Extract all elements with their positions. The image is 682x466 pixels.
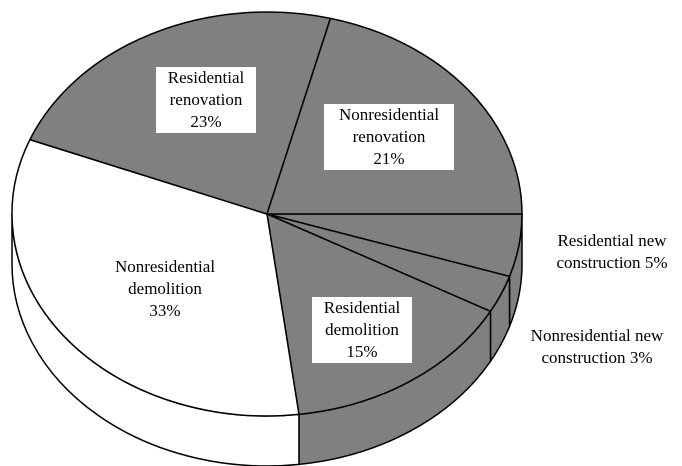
slice-label: Nonresidential demolition 33% <box>100 256 230 322</box>
label-box: Residential demolition 15% <box>312 297 412 363</box>
category-name: Nonresidential demolition <box>114 257 216 298</box>
slice-label: Nonresidential new construction 3% <box>515 325 680 369</box>
label-box: Nonresidential new construction 3% <box>531 326 664 367</box>
slice-label: Nonresidential renovation 21% <box>324 104 454 170</box>
slice-label: Residential new construction 5% <box>532 230 682 274</box>
value-label: 5% <box>644 253 668 272</box>
value-label: 23% <box>190 112 222 131</box>
category-name: Nonresidential renovation <box>338 105 440 146</box>
label-box: Residential new construction 5% <box>557 231 668 272</box>
category-name: Nonresidential new construction <box>530 326 664 367</box>
category-name: Residential demolition <box>323 298 401 339</box>
category-name: Residential new construction <box>556 231 667 272</box>
label-box: Nonresidential demolition 33% <box>100 257 230 322</box>
label-box: Nonresidential renovation 21% <box>324 104 454 170</box>
value-label: 3% <box>629 348 653 367</box>
slice-label: Residential demolition 15% <box>312 297 412 363</box>
label-box: Residential renovation 23% <box>156 67 256 133</box>
slice-label: Residential renovation 23% <box>156 67 256 133</box>
value-label: 33% <box>149 301 181 320</box>
slice <box>11 138 300 417</box>
value-label: 15% <box>346 342 378 361</box>
category-name: Residential renovation <box>167 68 245 109</box>
value-label: 21% <box>373 149 405 168</box>
